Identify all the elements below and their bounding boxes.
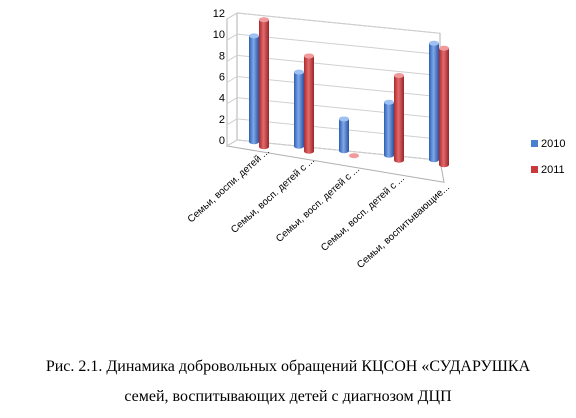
bar-body	[429, 43, 439, 163]
gridline-side	[226, 76, 238, 83]
gridline	[236, 118, 441, 140]
y-tick-label: 2	[219, 114, 225, 126]
gridline	[236, 139, 441, 161]
bar-2011-5	[439, 45, 449, 168]
chart-bars	[249, 17, 449, 168]
bar-2010-4	[384, 99, 394, 158]
gridline	[236, 54, 441, 77]
bar-top	[439, 45, 449, 51]
bar-2010-3	[339, 116, 349, 154]
bar-top	[294, 69, 304, 75]
bar-top	[349, 153, 359, 159]
bar-top	[384, 99, 394, 105]
bar-2011-4	[394, 73, 404, 163]
gridline-side	[226, 12, 238, 20]
bar-top	[394, 73, 404, 79]
gridline	[236, 33, 441, 55]
gridline	[236, 76, 441, 98]
bar-2011-3	[349, 153, 359, 159]
legend-label-2010: 2010	[541, 138, 565, 150]
legend: 2010 2011	[531, 138, 565, 176]
bar-2011-2	[304, 53, 314, 154]
gridline-side	[226, 118, 238, 126]
x-category-label: Семьи, воспитывающие...	[355, 182, 452, 271]
gridline-side	[226, 33, 238, 41]
bar-top	[339, 116, 349, 122]
legend-swatch-2010	[531, 140, 538, 147]
bar-body	[304, 55, 314, 154]
bar-top	[429, 40, 439, 46]
y-tick-label: 0	[219, 135, 225, 147]
y-tick-label: 4	[219, 93, 225, 105]
bar-body	[339, 118, 349, 154]
y-tick-label: 10	[213, 29, 225, 41]
bar-body	[394, 75, 404, 163]
bar-body	[439, 48, 449, 168]
y-tick-label: 12	[213, 8, 225, 20]
bar-2010-5	[429, 40, 439, 163]
bar-top	[259, 17, 269, 23]
y-axis-ticks: 0 2 4 6 8 10 12	[213, 8, 225, 147]
bar-2010-1	[249, 33, 259, 145]
gridline-side	[226, 54, 238, 62]
legend-swatch-2011	[531, 166, 538, 173]
legend-label-2011: 2011	[541, 164, 565, 176]
y-tick-label: 8	[219, 50, 225, 62]
bar-body	[249, 35, 259, 145]
bar-body	[384, 102, 394, 158]
bar-top	[304, 53, 314, 59]
bar-body	[294, 72, 304, 149]
gridline-side	[226, 139, 238, 147]
bar-body	[259, 19, 269, 150]
gridline	[236, 12, 441, 34]
bar-top	[249, 33, 259, 39]
bar-2010-2	[294, 69, 304, 149]
figure-caption-line-1: Рис. 2.1. Динамика добровольных обращени…	[45, 358, 531, 375]
y-tick-label: 6	[219, 72, 225, 84]
bar-2011-1	[259, 17, 269, 150]
gridline-side	[226, 97, 238, 105]
figure-caption-line-2: семей, воспитывающих детей с диагнозом Д…	[124, 388, 452, 405]
gridline	[236, 97, 441, 119]
